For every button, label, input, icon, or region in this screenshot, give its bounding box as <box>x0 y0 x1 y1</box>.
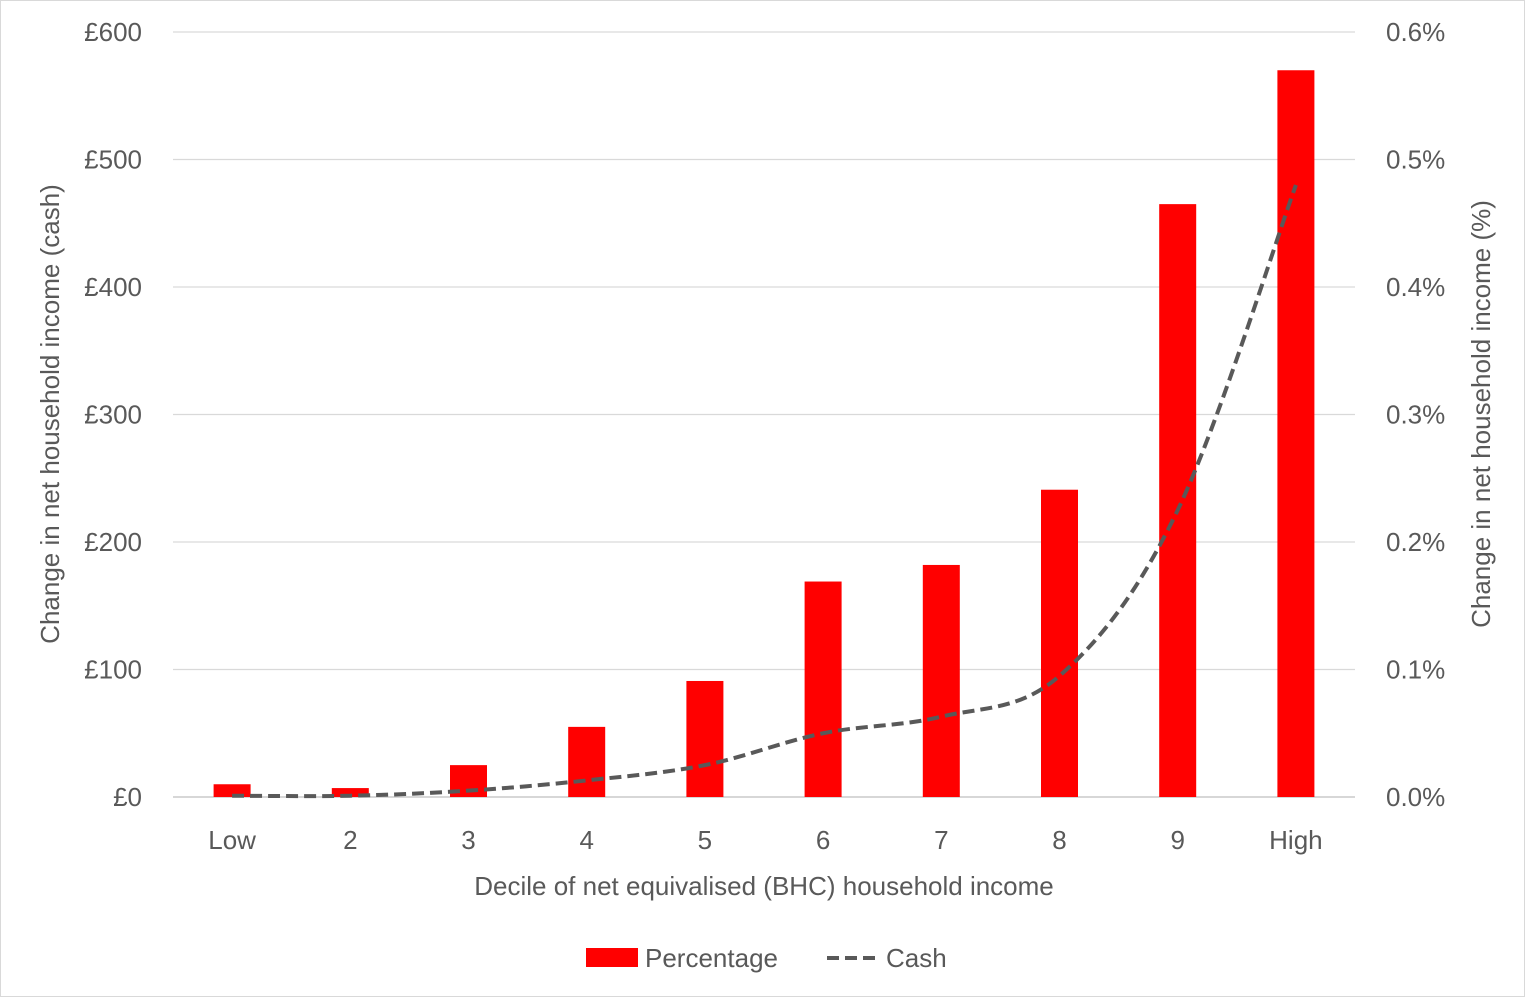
y-tick-left: £0 <box>113 782 142 812</box>
y-axis-right-ticks: 0.0% 0.1% 0.2% 0.3% 0.4% 0.5% 0.6% <box>1386 17 1445 812</box>
y-tick-right: 0.1% <box>1386 655 1445 685</box>
legend: Percentage Cash <box>586 943 947 973</box>
y-tick-left: £300 <box>84 400 142 430</box>
y-tick-right: 0.0% <box>1386 782 1445 812</box>
x-tick-label: 3 <box>461 825 475 855</box>
y-tick-right: 0.6% <box>1386 17 1445 47</box>
bar-high <box>1277 70 1315 797</box>
y-tick-right: 0.5% <box>1386 145 1445 175</box>
gridlines <box>173 31 1355 798</box>
y-tick-left: £600 <box>84 17 142 47</box>
y-tick-left: £200 <box>84 527 142 557</box>
bar-7 <box>922 564 960 797</box>
bar-9 <box>1159 204 1197 797</box>
bar-4 <box>568 726 606 797</box>
y-axis-left-title: Change in net household income (cash) <box>35 184 65 644</box>
y-tick-right: 0.4% <box>1386 272 1445 302</box>
x-tick-label: 2 <box>343 825 357 855</box>
legend-swatch-percentage <box>586 948 638 967</box>
x-tick-label: High <box>1269 825 1322 855</box>
y-tick-right: 0.2% <box>1386 527 1445 557</box>
bar-low <box>213 784 251 797</box>
x-tick-label: Low <box>208 825 256 855</box>
x-tick-label: 7 <box>934 825 948 855</box>
legend-label-cash: Cash <box>886 943 947 973</box>
y-axis-right-title: Change in net household income (%) <box>1466 200 1496 628</box>
x-tick-label: 6 <box>816 825 830 855</box>
x-tick-label: 4 <box>579 825 593 855</box>
bar-8 <box>1041 489 1078 797</box>
x-axis-ticks: Low 2 3 4 5 6 7 8 9 High <box>208 825 1322 855</box>
legend-label-percentage: Percentage <box>645 943 778 973</box>
x-tick-label: 9 <box>1170 825 1184 855</box>
x-axis-title: Decile of net equivalised (BHC) househol… <box>474 871 1054 901</box>
y-tick-right: 0.3% <box>1386 400 1445 430</box>
bar-2 <box>331 788 369 797</box>
cash-line <box>232 184 1298 799</box>
bar-6 <box>804 581 842 797</box>
y-tick-left: £100 <box>84 655 142 685</box>
bars-group <box>213 70 1315 797</box>
bar-5 <box>686 680 724 797</box>
x-tick-label: 5 <box>698 825 712 855</box>
y-tick-left: £400 <box>84 272 142 302</box>
x-tick-label: 8 <box>1052 825 1066 855</box>
y-axis-left-ticks: £0 £100 £200 £300 £400 £500 £600 <box>84 17 142 812</box>
y-tick-left: £500 <box>84 145 142 175</box>
cash-line-group <box>232 184 1298 799</box>
